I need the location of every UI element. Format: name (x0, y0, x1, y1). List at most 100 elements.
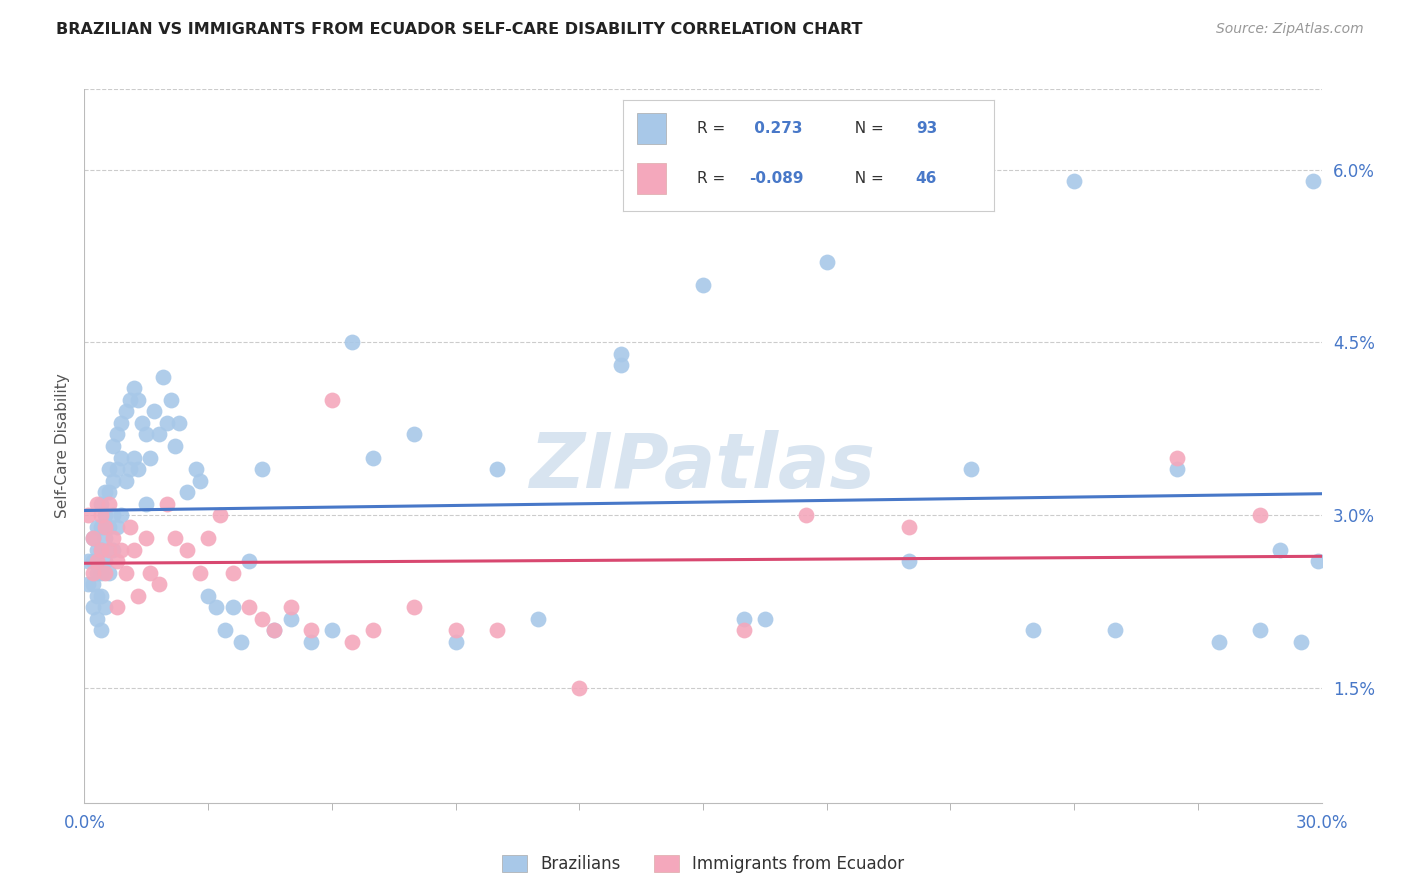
Point (77, 508, 100, 522)
Point (103, 439, 125, 453)
Point (118, 462, 141, 476)
Point (110, 542, 132, 557)
Point (609, 359, 631, 373)
Point (110, 450, 132, 465)
Point (1289, 634, 1312, 648)
Point (86, 612, 108, 626)
Point (110, 508, 132, 522)
Point (94, 566, 117, 580)
Point (148, 427, 170, 442)
Point (139, 566, 162, 580)
Point (122, 542, 145, 557)
Point (361, 623, 384, 637)
Text: Source: ZipAtlas.com: Source: ZipAtlas.com (1216, 22, 1364, 37)
Text: N =: N = (845, 121, 889, 136)
Point (131, 416, 153, 430)
Point (568, 681, 591, 695)
Point (156, 497, 179, 511)
Point (165, 439, 187, 453)
Point (127, 392, 149, 407)
Point (118, 519, 141, 533)
Point (1306, 554, 1329, 568)
Point (90, 519, 112, 533)
Bar (637, 113, 666, 145)
Point (103, 531, 125, 545)
Point (197, 531, 219, 545)
Text: -0.089: -0.089 (749, 171, 803, 186)
Point (156, 416, 179, 430)
Point (82, 577, 104, 591)
Point (222, 566, 245, 580)
Point (444, 623, 467, 637)
Text: BRAZILIAN VS IMMIGRANTS FROM ECUADOR SELF-CARE DISABILITY CORRELATION CHART: BRAZILIAN VS IMMIGRANTS FROM ECUADOR SEL… (56, 22, 863, 37)
Point (94, 600, 117, 615)
Point (165, 531, 187, 545)
Point (114, 474, 136, 488)
Text: 46: 46 (915, 171, 938, 186)
Point (176, 485, 198, 500)
Point (238, 600, 260, 615)
Text: 93: 93 (915, 121, 936, 136)
Point (90, 589, 112, 603)
Point (342, 634, 364, 648)
Point (127, 589, 149, 603)
Point (135, 497, 157, 511)
Point (105, 519, 128, 533)
Text: R =: R = (697, 171, 730, 186)
Point (167, 416, 190, 430)
Point (98, 485, 121, 500)
Point (114, 404, 136, 418)
Point (1302, 174, 1324, 188)
Point (118, 392, 141, 407)
Point (90, 542, 112, 557)
Point (197, 589, 219, 603)
Point (94, 519, 117, 533)
Point (1208, 634, 1230, 648)
Point (815, 255, 838, 269)
Point (82, 566, 104, 580)
Point (90, 508, 112, 522)
Point (127, 462, 149, 476)
Text: ZIPatlas: ZIPatlas (530, 431, 876, 504)
Point (86, 566, 108, 580)
Point (299, 623, 322, 637)
Point (1270, 542, 1292, 557)
Point (229, 634, 252, 648)
Point (733, 623, 755, 637)
Point (404, 427, 426, 442)
Point (692, 277, 714, 292)
Point (222, 600, 245, 615)
Point (754, 612, 776, 626)
Point (110, 416, 132, 430)
Point (299, 634, 322, 648)
Point (90, 623, 112, 637)
Point (444, 634, 467, 648)
Point (280, 600, 302, 615)
Point (90, 566, 112, 580)
Point (86, 497, 108, 511)
Point (82, 600, 104, 615)
Point (263, 623, 285, 637)
Point (250, 462, 273, 476)
Point (135, 531, 157, 545)
Point (148, 577, 170, 591)
Point (98, 566, 121, 580)
Point (238, 554, 260, 568)
Point (77, 554, 100, 568)
Point (90, 497, 112, 511)
Point (176, 542, 198, 557)
Point (898, 554, 921, 568)
Point (280, 612, 302, 626)
Point (152, 370, 174, 384)
Point (139, 450, 162, 465)
Point (105, 600, 128, 615)
Point (94, 485, 117, 500)
Point (205, 600, 228, 615)
Point (90, 542, 112, 557)
Point (609, 347, 631, 361)
Point (263, 623, 285, 637)
Point (86, 554, 108, 568)
Point (98, 542, 121, 557)
Point (250, 612, 273, 626)
Point (122, 381, 145, 395)
